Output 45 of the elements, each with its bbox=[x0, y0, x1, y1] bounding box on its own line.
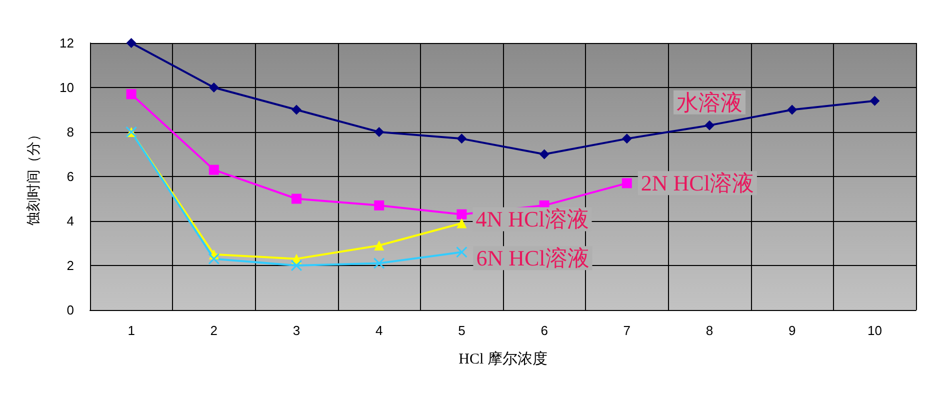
x-tick-label: 2 bbox=[210, 323, 218, 338]
point bbox=[622, 134, 632, 144]
y-tick-label: 8 bbox=[66, 124, 74, 140]
point bbox=[292, 104, 302, 115]
point bbox=[291, 260, 302, 271]
series-label: 4N HCl溶液 bbox=[476, 206, 589, 232]
point bbox=[787, 104, 798, 115]
y-tick-label: 0 bbox=[66, 302, 74, 318]
x-tick-label: 9 bbox=[788, 323, 796, 338]
point bbox=[208, 164, 219, 175]
point bbox=[456, 209, 467, 220]
point bbox=[374, 127, 384, 137]
point bbox=[374, 200, 384, 210]
y-tick-label: 6 bbox=[66, 169, 74, 184]
y-tick-label: 12 bbox=[60, 36, 74, 50]
y-tick-label: 2 bbox=[66, 258, 74, 273]
point bbox=[126, 89, 136, 100]
point bbox=[292, 194, 302, 204]
x-axis-title: HCl 摩尔浓度 bbox=[458, 350, 548, 368]
point bbox=[622, 178, 632, 188]
point bbox=[456, 246, 468, 258]
point bbox=[539, 149, 550, 160]
y-tick-label: 10 bbox=[60, 80, 74, 95]
point bbox=[704, 120, 714, 130]
x-tick-label: 8 bbox=[706, 323, 714, 338]
x-tick-label: 10 bbox=[867, 323, 882, 338]
y-axis-title: 蚀刻时间（分） bbox=[25, 128, 41, 226]
series-label: 6N HCl溶液 bbox=[476, 246, 590, 271]
point bbox=[456, 218, 467, 228]
x-tick-label: 4 bbox=[375, 323, 383, 338]
point bbox=[870, 96, 880, 106]
point bbox=[456, 134, 467, 144]
point bbox=[126, 38, 136, 48]
x-tick-label: 3 bbox=[292, 323, 300, 338]
x-tick-label: 7 bbox=[623, 323, 631, 338]
point bbox=[208, 253, 220, 264]
point bbox=[374, 240, 384, 250]
series-label: 2N HCl溶液 bbox=[640, 170, 754, 196]
x-tick-label: 5 bbox=[458, 323, 466, 338]
series-label: 水溶液 bbox=[676, 90, 742, 115]
x-tick-label: 6 bbox=[540, 323, 548, 338]
x-tick-label: 1 bbox=[128, 323, 135, 338]
y-tick-label: 4 bbox=[66, 214, 74, 228]
point bbox=[208, 82, 219, 92]
point bbox=[374, 258, 385, 269]
